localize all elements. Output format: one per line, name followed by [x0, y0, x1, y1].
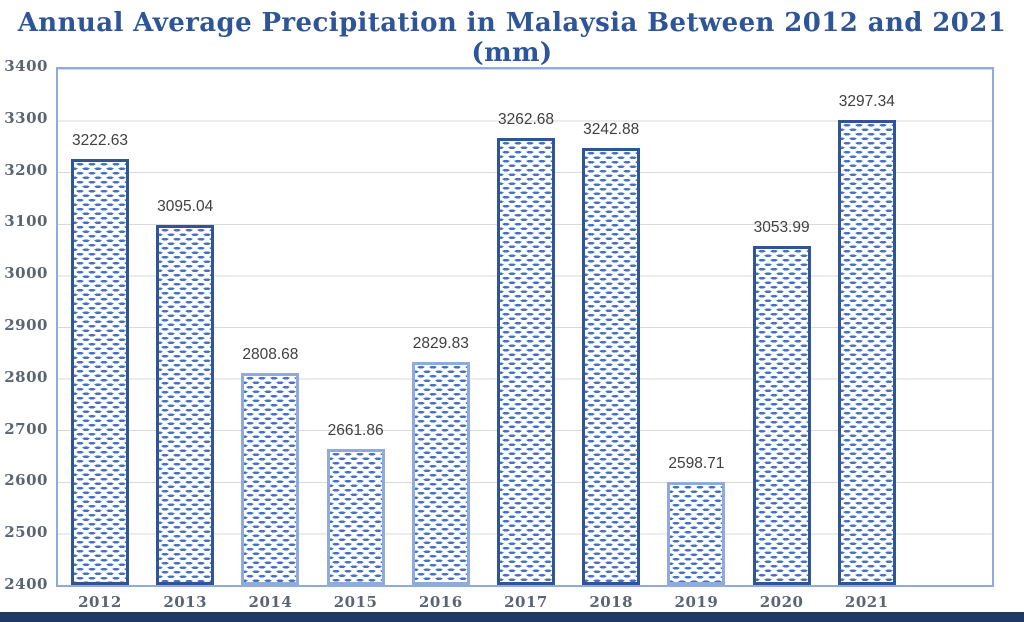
- bar-value-label-2020: 3053.99: [753, 219, 810, 237]
- x-tick-2013: 2013: [163, 593, 208, 611]
- bar-value-label-2017: 3262.68: [497, 111, 555, 129]
- bar-2016: [411, 362, 470, 585]
- bar-value-label-2016: 2829.83: [412, 335, 469, 353]
- y-tick-3000: 3000: [4, 264, 48, 283]
- bar-2013: [156, 224, 215, 585]
- x-tick-2020: 2020: [759, 593, 804, 611]
- bar-2014: [241, 373, 300, 585]
- bar-value-label-2018: 3242.88: [583, 121, 640, 139]
- x-tick-2015: 2015: [333, 593, 378, 611]
- y-tick-3100: 3100: [4, 212, 48, 231]
- x-tick-2016: 2016: [418, 593, 463, 611]
- bar-2019: [667, 482, 726, 585]
- y-tick-2700: 2700: [4, 419, 48, 438]
- bar-value-label-2012: 3222.63: [71, 131, 129, 149]
- bar-2020: [752, 246, 811, 585]
- x-tick-2019: 2019: [674, 593, 719, 611]
- y-tick-2800: 2800: [4, 367, 48, 386]
- y-tick-2400: 2400: [4, 575, 48, 593]
- bar-value-label-2014: 2808.68: [242, 346, 299, 364]
- bar-2015: [326, 449, 385, 585]
- y-tick-2900: 2900: [4, 316, 48, 334]
- bar-value-label-2021: 3297.34: [838, 93, 895, 111]
- x-tick-2012: 2012: [78, 593, 122, 611]
- x-tick-2018: 2018: [589, 593, 634, 611]
- bar-2021: [837, 120, 896, 585]
- bar-value-label-2019: 2598.71: [668, 455, 725, 473]
- chart-title: Annual Average Precipitation in Malaysia…: [17, 8, 1007, 68]
- bar-value-label-2015: 2661.86: [327, 422, 384, 440]
- x-tick-2021: 2021: [844, 593, 889, 611]
- bottom-border-strip: [0, 612, 1024, 622]
- bar-2012: [71, 158, 129, 585]
- y-tick-2500: 2500: [4, 523, 48, 542]
- bar-2017: [497, 138, 555, 585]
- x-tick-2017: 2017: [504, 593, 548, 611]
- bar-2018: [582, 148, 641, 585]
- y-tick-3400: 3400: [4, 57, 48, 75]
- y-tick-2600: 2600: [4, 471, 48, 490]
- x-tick-2014: 2014: [248, 593, 293, 611]
- bar-value-label-2013: 3095.04: [157, 197, 214, 215]
- y-tick-3300: 3300: [4, 108, 48, 127]
- y-tick-3200: 3200: [4, 160, 48, 179]
